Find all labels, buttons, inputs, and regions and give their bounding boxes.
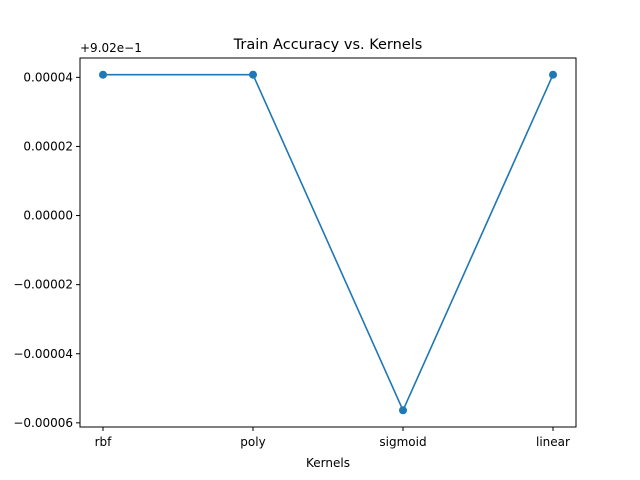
y-tick-label-4: 0.00002: [23, 139, 73, 153]
x-axis-label: Kernels: [306, 456, 350, 470]
series-line: [103, 73, 554, 413]
data-point-poly: [249, 70, 257, 79]
axes-frame: [79, 57, 577, 428]
x-tick-label-sigmoid: sigmoid: [379, 435, 426, 449]
y-tick-label-5: 0.00004: [23, 70, 73, 84]
x-tick-label-poly: poly: [240, 435, 265, 449]
y-tick-label-0: −0.00006: [13, 416, 73, 430]
data-point-sigmoid: [399, 406, 407, 415]
data-point-linear: [549, 70, 557, 79]
y-offset-label: +9.02e−1: [80, 41, 142, 55]
x-tick-label-rbf: rbf: [95, 435, 113, 449]
y-tick-label-1: −0.00004: [13, 347, 73, 361]
x-tick-label-linear: linear: [536, 435, 570, 449]
y-tick-label-2: −0.00002: [13, 278, 73, 292]
y-tick-label-3: 0.00000: [23, 209, 73, 223]
data-point-rbf: [99, 70, 107, 79]
chart-title: Train Accuracy vs. Kernels: [233, 37, 423, 53]
